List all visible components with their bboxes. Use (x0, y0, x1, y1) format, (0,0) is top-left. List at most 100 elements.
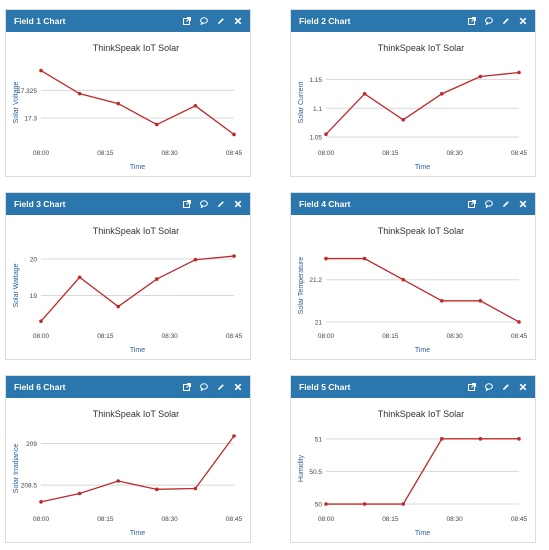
panel-title: Field 1 Chart (14, 16, 66, 26)
data-point[interactable] (362, 256, 367, 261)
data-point[interactable] (155, 277, 159, 281)
data-point[interactable] (116, 101, 120, 106)
data-point[interactable] (324, 256, 328, 261)
header-icons (468, 17, 527, 25)
y-tick-label: 51 (315, 436, 323, 443)
data-point[interactable] (401, 502, 405, 506)
x-tick-label: 08:45 (511, 333, 528, 340)
external-link-icon[interactable] (468, 383, 476, 391)
x-tick-label: 08:15 (97, 333, 114, 340)
data-point[interactable] (232, 132, 236, 137)
external-link-icon[interactable] (468, 17, 476, 25)
data-point[interactable] (517, 320, 521, 324)
data-point[interactable] (193, 257, 198, 262)
line-chart: ThinkSpeak IoT Solar 51 50.5 50 08:00 08:15 08… (298, 409, 528, 537)
data-point[interactable] (232, 434, 236, 438)
comment-icon[interactable] (485, 17, 493, 25)
chart-title: ThinkSpeak IoT Solar (93, 43, 179, 53)
panel-header: Field 2 Chart (291, 10, 535, 32)
data-point[interactable] (116, 304, 120, 309)
data-point[interactable] (193, 486, 198, 491)
comment-icon[interactable] (200, 17, 208, 25)
data-point[interactable] (77, 91, 82, 96)
panel-title: Field 4 Chart (299, 199, 351, 209)
data-point[interactable] (440, 437, 444, 441)
close-icon[interactable] (234, 17, 242, 25)
data-point[interactable] (401, 118, 405, 122)
data-point[interactable] (39, 319, 43, 323)
data-point[interactable] (155, 487, 159, 492)
data-point[interactable] (440, 92, 444, 96)
y-axis-label: Solar Voltage (13, 82, 20, 124)
y-tick-label: 21.2 (309, 277, 322, 284)
comment-icon[interactable] (200, 200, 208, 208)
y-tick-label: 17.325 (17, 88, 37, 95)
chart-panel-field-2: Field 2 Chart ThinkSpeak IoT Solar 1.15 1.… (290, 9, 536, 177)
comment-icon[interactable] (485, 200, 493, 208)
pencil-icon[interactable] (217, 200, 225, 208)
pencil-icon[interactable] (217, 17, 225, 25)
external-link-icon[interactable] (468, 200, 476, 208)
data-point[interactable] (478, 437, 483, 441)
panel-header: Field 3 Chart (6, 193, 250, 215)
comment-icon[interactable] (485, 383, 493, 391)
data-point[interactable] (39, 500, 43, 504)
comment-icon[interactable] (200, 383, 208, 391)
data-point[interactable] (440, 299, 444, 303)
close-icon[interactable] (234, 383, 242, 391)
x-tick-label: 08:30 (447, 333, 464, 340)
x-axis-label: Time (130, 164, 145, 171)
pencil-icon[interactable] (217, 383, 225, 391)
line-chart: ThinkSpeak IoT Solar 209 208.5 08:00 08:15 08… (13, 409, 243, 537)
data-point[interactable] (193, 104, 198, 108)
x-tick-label: 08:00 (33, 150, 50, 157)
y-tick-label: 50.5 (309, 469, 322, 476)
close-icon[interactable] (234, 200, 242, 208)
y-axis-label: Solar Current (298, 82, 305, 124)
y-tick-label: 1.05 (309, 135, 322, 142)
chart-title: ThinkSpeak IoT Solar (378, 43, 464, 53)
pencil-icon[interactable] (502, 200, 510, 208)
external-link-icon[interactable] (183, 17, 191, 25)
chart-area: ThinkSpeak IoT Solar 209 208.5 08:00 08:15 08… (6, 398, 250, 542)
data-point[interactable] (362, 502, 367, 506)
chart-title: ThinkSpeak IoT Solar (378, 226, 464, 236)
close-icon[interactable] (519, 200, 527, 208)
data-point[interactable] (478, 74, 483, 79)
external-link-icon[interactable] (183, 200, 191, 208)
y-tick-label: 1.1 (313, 106, 322, 113)
chart-title: ThinkSpeak IoT Solar (378, 409, 464, 419)
data-point[interactable] (478, 299, 483, 303)
x-tick-label: 08:30 (447, 516, 464, 523)
data-point[interactable] (517, 70, 521, 75)
external-link-icon[interactable] (183, 383, 191, 391)
data-point[interactable] (362, 92, 367, 96)
data-point[interactable] (39, 68, 43, 73)
data-point[interactable] (401, 277, 405, 282)
data-point[interactable] (517, 437, 521, 441)
y-tick-label: 209 (26, 441, 37, 448)
y-axis-label: Solar Temperature (298, 257, 305, 315)
close-icon[interactable] (519, 383, 527, 391)
data-point[interactable] (324, 132, 328, 137)
x-tick-label: 08:00 (318, 333, 335, 340)
y-tick-label: 208.5 (21, 483, 38, 490)
pencil-icon[interactable] (502, 383, 510, 391)
series-line (40, 69, 235, 136)
data-point[interactable] (77, 275, 82, 280)
y-tick-label: 17.3 (24, 115, 37, 122)
data-point[interactable] (116, 479, 120, 483)
series-line (40, 255, 235, 322)
data-point[interactable] (324, 502, 328, 506)
panel-title: Field 3 Chart (14, 199, 66, 209)
header-icons (183, 200, 242, 208)
data-point[interactable] (77, 491, 82, 496)
x-axis-label: Time (130, 347, 145, 354)
pencil-icon[interactable] (502, 17, 510, 25)
close-icon[interactable] (519, 17, 527, 25)
y-axis-label: Solar Irradiance (13, 444, 20, 494)
panel-title: Field 2 Chart (299, 16, 351, 26)
data-point[interactable] (232, 254, 236, 258)
data-point[interactable] (155, 122, 159, 127)
line-chart: ThinkSpeak IoT Solar 20 19 08:00 08:15 08:30 0… (13, 226, 243, 354)
